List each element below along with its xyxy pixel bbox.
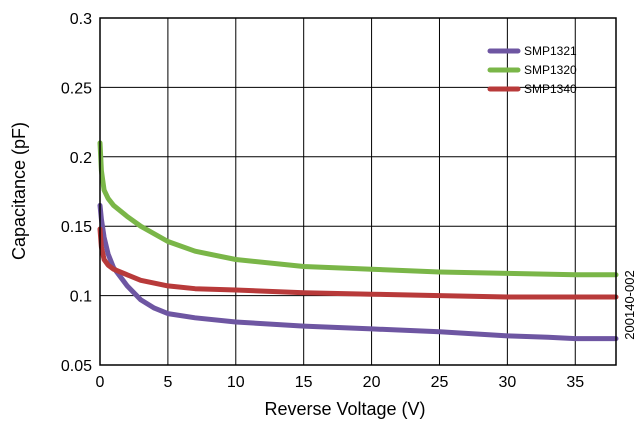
y-tick-label: 0.15 [61, 219, 92, 236]
legend-label: SMP1321 [524, 44, 577, 58]
y-tick-labels: 0.05 0.1 0.15 0.2 0.25 0.3 [61, 11, 92, 375]
x-axis-title: Reverse Voltage (V) [264, 399, 425, 419]
x-tick-label: 30 [498, 374, 516, 391]
x-tick-label: 35 [566, 374, 584, 391]
x-tick-label: 5 [163, 374, 172, 391]
x-tick-label: 0 [96, 374, 105, 391]
series-line-smp1320 [97, 140, 619, 278]
series-line-smp1321 [97, 202, 619, 342]
x-tick-label: 10 [227, 374, 245, 391]
y-tick-label: 0.1 [70, 289, 92, 306]
x-tick-label: 15 [295, 374, 313, 391]
y-tick-label: 0.3 [70, 11, 92, 28]
plot-frame [99, 17, 617, 366]
series-lines [97, 140, 619, 342]
legend: SMP1321 SMP1320 SMP1340 [487, 44, 577, 96]
y-tick-label: 0.25 [61, 80, 92, 97]
plot-area [100, 18, 616, 365]
x-tick-labels: 0 5 10 15 20 25 30 35 [96, 374, 585, 391]
legend-label: SMP1320 [524, 63, 577, 77]
x-tick-label: 25 [431, 374, 449, 391]
y-tick-label: 0.2 [70, 150, 92, 167]
figure-id: 200140-002 [622, 270, 637, 339]
x-tick-label: 20 [363, 374, 381, 391]
series-line-smp1340 [97, 226, 619, 300]
y-axis-title: Capacitance (pF) [9, 122, 29, 260]
legend-label: SMP1340 [524, 82, 577, 96]
y-tick-label: 0.05 [61, 358, 92, 375]
